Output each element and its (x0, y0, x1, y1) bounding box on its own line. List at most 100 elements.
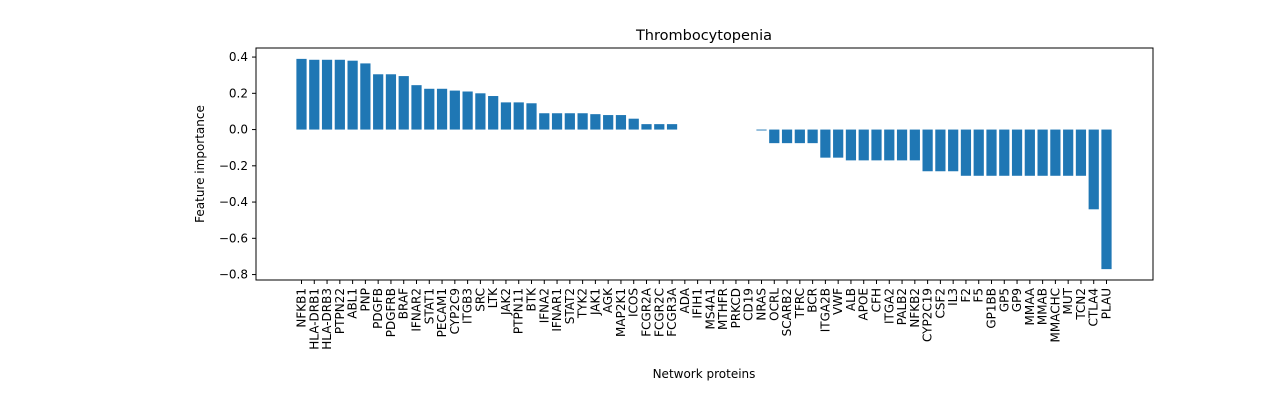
x-tick-label: IL3 (946, 288, 960, 306)
bar-jak1 (590, 114, 601, 130)
bar-bcr (807, 129, 818, 144)
x-tick-label: OCRL (767, 288, 781, 321)
bar-icos (628, 118, 639, 130)
bar-ptpn11 (513, 102, 524, 130)
x-tick-label: MTHFR (716, 288, 730, 330)
x-tick-label: BRAF (397, 288, 411, 319)
x-tick-label: ITGA2B (818, 288, 832, 332)
bar-itga2 (884, 129, 895, 161)
x-tick-label: NFKB1 (295, 288, 309, 328)
x-tick-label: TCN2 (1074, 288, 1088, 321)
bar-cfh (871, 129, 882, 161)
x-tick-label: MUT (1061, 287, 1075, 314)
x-tick-label: ITGB3 (461, 288, 475, 324)
y-axis-label: Feature importance (193, 105, 207, 223)
bars-group (296, 58, 1112, 270)
bar-gp5 (999, 129, 1010, 176)
y-tick-label: −0.6 (219, 231, 248, 245)
x-tick-label: PTPN11 (512, 288, 526, 334)
x-tick-label: HLA-DRB1 (307, 288, 321, 350)
x-tick-label: VWF (831, 288, 845, 315)
x-tick-label: IFNA2 (537, 288, 551, 323)
bar-pecam1 (436, 88, 448, 130)
x-tick-label: CYP2C9 (448, 288, 462, 334)
bar-mmab (1037, 129, 1048, 176)
x-tick-label: HLA-DRB3 (320, 288, 334, 350)
x-tick-label: CD19 (742, 288, 756, 321)
bar-vwf (833, 129, 844, 158)
y-tick-label: −0.4 (219, 195, 248, 209)
bar-apoe (858, 129, 869, 161)
bar-csf2 (935, 129, 946, 172)
bar-cyp2c19 (922, 129, 933, 172)
bar-mmaa (1024, 129, 1035, 176)
x-tick-label: STAT2 (563, 288, 577, 324)
x-tick-label: CYP2C19 (921, 288, 935, 342)
x-tick-label: PLAU (1100, 288, 1114, 319)
x-tick-label: PDGFB (371, 288, 385, 329)
x-tick-label: IFNAR2 (410, 288, 424, 332)
bar-mmachc (1050, 129, 1061, 176)
x-tick-label: APOE (857, 288, 871, 320)
plot-frame (255, 47, 1154, 281)
x-tick-label: JAK2 (499, 288, 513, 316)
x-tick-label: NFKB2 (908, 288, 922, 328)
bar-scarb2 (781, 129, 793, 144)
bar-itga2b (820, 129, 831, 158)
y-tick-label: 0.2 (229, 86, 248, 100)
bar-pnp (360, 63, 371, 130)
x-tick-label: TYK2 (576, 288, 590, 319)
bar-abl1 (347, 60, 358, 130)
y-tick-label: 0.0 (229, 123, 248, 137)
x-tick-label: PALB2 (895, 288, 909, 325)
x-tick-label: JAK1 (588, 288, 602, 316)
x-tick-label: CSF2 (933, 288, 947, 319)
bar-hla-drb3 (321, 59, 333, 130)
bar-src (475, 93, 486, 130)
y-tick-label: −0.8 (219, 268, 248, 282)
x-tick-label: CFH (870, 288, 884, 312)
x-tick-label: GP5 (997, 288, 1011, 312)
bar-fcgr3a (666, 124, 678, 130)
x-tick-label: NRAS (755, 288, 769, 321)
x-tick-label: ITGA2 (882, 288, 896, 324)
bar-mut (1063, 129, 1074, 176)
bar-hla-drb1 (309, 59, 320, 130)
x-tick-label: AGK (601, 287, 615, 313)
bar-fcgr2c (654, 124, 665, 130)
bar-tcn2 (1075, 129, 1087, 176)
x-axis: NFKB1HLA-DRB1HLA-DRB3PTPN22ABL1PNPPDGFBP… (295, 280, 1114, 350)
bar-map2k1 (615, 115, 627, 130)
x-tick-label: STAT1 (422, 288, 436, 324)
bar-ocrl (769, 129, 780, 144)
x-tick-label: PRKCD (729, 288, 743, 328)
bar-il3 (948, 129, 959, 172)
y-axis: −0.8 −0.6 −0.4 −0.2 0.0 0.2 0.4 (219, 50, 256, 282)
bar-f2 (960, 129, 972, 176)
x-tick-label: MMACHC (1048, 288, 1062, 343)
x-tick-label: SCARB2 (780, 288, 794, 336)
x-tick-label: TFRC (793, 288, 807, 319)
bar-itgb3 (462, 91, 473, 130)
bar-ltk (488, 96, 499, 130)
bar-tfrc (794, 129, 805, 144)
bar-nfkb1 (296, 58, 307, 130)
bar-jak2 (500, 102, 512, 130)
x-tick-label: PNP (358, 288, 372, 311)
bar-f5 (973, 129, 984, 176)
x-tick-label: ADA (678, 287, 692, 313)
bar-gp9 (1011, 129, 1023, 176)
x-tick-label: ICOS (627, 288, 641, 317)
bar-tyk2 (577, 113, 588, 130)
bar-ifnar2 (411, 85, 422, 130)
x-tick-label: PECAM1 (435, 288, 449, 337)
bar-palb2 (896, 129, 908, 161)
x-tick-label: MS4A1 (703, 288, 717, 329)
bar-ifna2 (539, 113, 550, 130)
x-tick-label: MMAA (1023, 287, 1037, 325)
bar-ifnar1 (551, 113, 563, 130)
x-tick-label: IFNAR1 (550, 288, 564, 332)
bar-alb (845, 129, 857, 161)
bar-nfkb2 (909, 129, 920, 161)
